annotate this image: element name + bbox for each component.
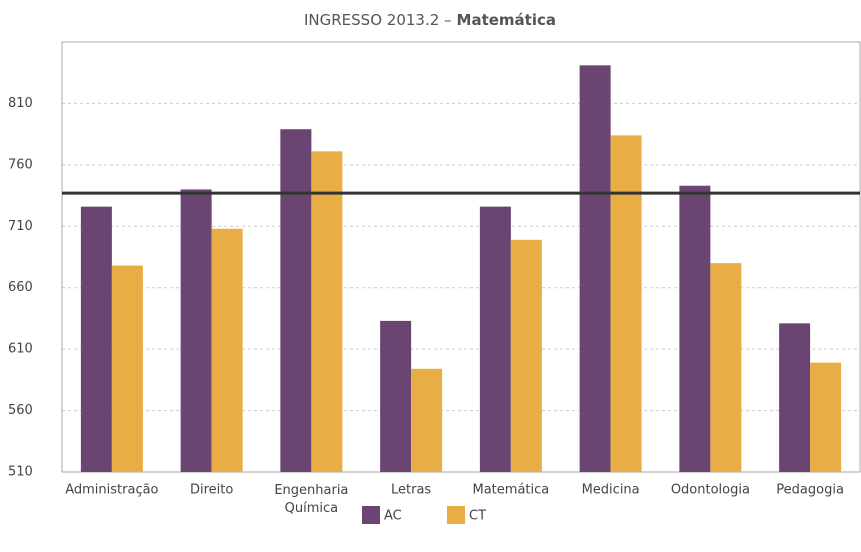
x-tick-label: Odontologia: [671, 483, 750, 498]
legend-label: AC: [384, 509, 402, 524]
bar: [779, 323, 811, 472]
x-tick-label: Matemática: [473, 483, 550, 498]
bar: [80, 206, 112, 472]
bar: [579, 65, 611, 472]
legend-swatch: [447, 506, 465, 524]
title-main: INGRESSO 2013.2 –: [304, 11, 452, 29]
y-tick-label: 610: [8, 342, 33, 357]
bar: [679, 185, 711, 472]
legend-swatch: [362, 506, 380, 524]
y-tick-label: 760: [8, 157, 33, 172]
plot-border: [61, 41, 861, 473]
bar: [810, 362, 842, 472]
chart-title: INGRESSO 2013.2 – Matemática: [304, 11, 556, 29]
bar: [311, 151, 343, 473]
x-tick-label: Engenharia Química: [274, 483, 348, 516]
y-tick-label: 710: [8, 219, 33, 234]
y-tick-label: 810: [8, 96, 33, 111]
bar: [411, 368, 443, 472]
y-tick-label: 660: [8, 280, 33, 295]
bar: [111, 265, 143, 472]
bar: [479, 206, 511, 472]
x-tick-label: Administração: [65, 483, 158, 498]
x-tick-label: Medicina: [582, 483, 640, 498]
bar: [710, 263, 742, 472]
legend-label: CT: [469, 509, 486, 524]
bar: [510, 239, 542, 472]
bar: [610, 135, 642, 472]
x-tick-label-line: Química: [285, 501, 338, 516]
x-tick-label-line: Engenharia: [274, 483, 348, 498]
x-tick-label: Pedagogia: [776, 483, 844, 498]
bar: [180, 189, 212, 472]
x-tick-label: Direito: [190, 483, 233, 498]
bar: [211, 228, 243, 472]
title-emphasis: Matemática: [457, 11, 556, 29]
bar: [280, 129, 312, 472]
x-tick-label: Letras: [391, 483, 431, 498]
y-tick-label: 510: [8, 465, 33, 480]
bar: [380, 320, 412, 472]
y-tick-label: 560: [8, 403, 33, 418]
